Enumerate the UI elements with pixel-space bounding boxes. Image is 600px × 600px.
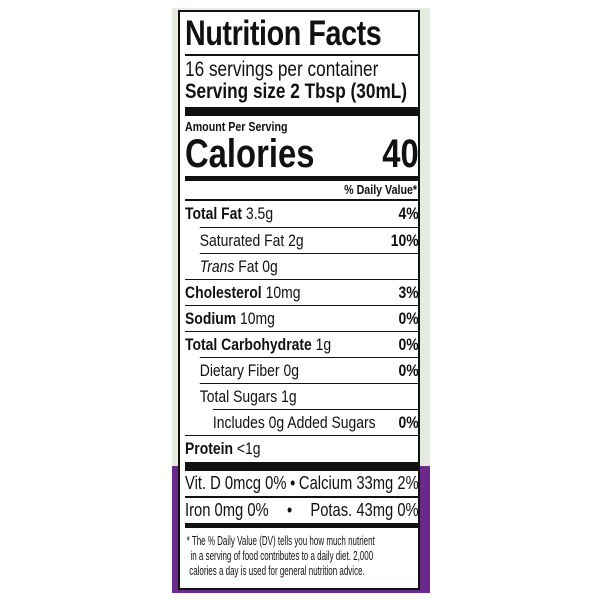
- nutrient-name: Total Sugars: [199, 386, 278, 406]
- nutrition-facts-label: Nutrition Facts 16 servings per containe…: [178, 10, 420, 590]
- nutrient-name: Trans: [199, 256, 235, 276]
- nutrient-row: Includes 0g Added Sugars 0%: [212, 409, 419, 435]
- nutrient-label: Total Carbohydrate 1g: [185, 335, 331, 355]
- nutrient-name: Includes 0g Added Sugars: [212, 412, 376, 432]
- nutrient-label: Saturated Fat 2g: [200, 231, 304, 251]
- nutrient-amount: 10mg: [265, 282, 301, 302]
- nutrient-row: Sodium 10mg 0%: [185, 305, 419, 331]
- nutrient-label: Total Sugars 1g: [200, 387, 297, 407]
- medium-divider: [185, 176, 418, 181]
- label-title: Nutrition Facts: [185, 14, 382, 53]
- nutrient-name: Cholesterol: [185, 282, 262, 302]
- nutrient-name: Saturated Fat: [199, 230, 285, 250]
- calories-label: Calories: [185, 132, 315, 176]
- nutrient-row: Total Fat 3.5g 4%: [185, 201, 419, 227]
- servings-per-container: 16 servings per container: [185, 58, 379, 81]
- footnote: * The % Daily Value (DV) tells you how m…: [185, 528, 418, 579]
- vitamin-right: Potas. 43mg 0%: [310, 500, 419, 520]
- vitamin-row: Iron 0mg 0% • Potas. 43mg 0%: [185, 498, 419, 523]
- nutrient-daily-value: 0%: [398, 308, 419, 328]
- nutrient-amount: <1g: [236, 438, 261, 458]
- nutrient-name: Total Carbohydrate: [185, 334, 312, 354]
- footnote-line: in a serving of food contributes to a da…: [190, 549, 374, 563]
- nutrient-daily-value: 0%: [398, 360, 419, 380]
- nutrient-row: Total Carbohydrate 1g 0%: [185, 331, 419, 357]
- bullet: •: [290, 473, 296, 493]
- nutrient-label: Trans Fat 0g: [200, 257, 278, 277]
- nutrient-amount: 10mg: [240, 308, 275, 328]
- nutrient-row: Saturated Fat 2g 10%: [199, 227, 419, 253]
- nutrient-label: Total Fat 3.5g: [185, 204, 273, 224]
- nutrient-label: Includes 0g Added Sugars: [213, 413, 376, 433]
- nutrient-daily-value: 0%: [398, 334, 419, 354]
- nutrient-row: Cholesterol 10mg 3%: [185, 279, 419, 305]
- nutrient-label: Cholesterol 10mg: [185, 283, 300, 303]
- nutrient-name: Protein: [185, 438, 234, 458]
- thick-divider: [185, 107, 418, 116]
- nutrient-label: Sodium 10mg: [185, 309, 275, 329]
- amount-per-serving: Amount Per Serving: [185, 119, 288, 134]
- nutrient-amount: 1g: [315, 334, 332, 354]
- nutrient-label: Protein <1g: [185, 439, 261, 459]
- nutrient-list: Total Fat 3.5g 4% Saturated Fat 2g 10% Trans…: [185, 201, 419, 461]
- calories-value: 40: [382, 132, 419, 176]
- thick-divider: [185, 462, 418, 471]
- vitamin-row: Vit. D 0mcg 0% • Calcium 33mg 2%: [185, 471, 419, 496]
- nutrient-amount: 2g: [288, 230, 304, 250]
- nutrient-daily-value: 10%: [390, 230, 419, 250]
- nutrient-amount: 0g: [283, 360, 299, 380]
- nutrient-daily-value: 0%: [398, 412, 419, 432]
- nutrient-name: Dietary Fiber: [199, 360, 280, 380]
- vitamin-left: Iron 0mg 0%: [185, 500, 269, 520]
- vitamin-left: Vit. D 0mcg 0%: [185, 473, 287, 493]
- calories-row: Calories 40: [185, 132, 419, 176]
- footnote-line: * The % Daily Value (DV) tells you how m…: [186, 534, 375, 548]
- nutrient-label: Dietary Fiber 0g: [200, 361, 299, 381]
- daily-value-header: % Daily Value*: [344, 182, 418, 197]
- nutrient-row: Trans Fat 0g: [199, 253, 418, 279]
- medium-divider: [185, 523, 418, 528]
- nutrient-name: Total Fat: [185, 204, 243, 223]
- bullet: •: [286, 500, 293, 520]
- nutrient-daily-value: 3%: [398, 282, 419, 302]
- nutrient-row: Total Sugars 1g: [199, 383, 418, 409]
- nutrient-daily-value: 4%: [398, 204, 419, 223]
- nutrient-name-suffix: Fat: [238, 256, 259, 276]
- nutrient-row: Protein <1g: [185, 435, 418, 461]
- nutrient-amount: 1g: [281, 386, 297, 406]
- nutrient-amount: 0g: [262, 256, 278, 276]
- vitamin-right: Calcium 33mg 2%: [298, 473, 419, 493]
- nutrient-name: Sodium: [185, 308, 237, 328]
- divider: [185, 54, 418, 56]
- divider: [185, 199, 418, 201]
- serving-size: Serving size 2 Tbsp (30mL): [185, 80, 408, 103]
- footnote-line: calories a day is used for general nutri…: [189, 564, 365, 578]
- nutrient-row: Dietary Fiber 0g 0%: [199, 357, 419, 383]
- divider: [185, 496, 418, 498]
- nutrient-amount: 3.5g: [245, 204, 274, 223]
